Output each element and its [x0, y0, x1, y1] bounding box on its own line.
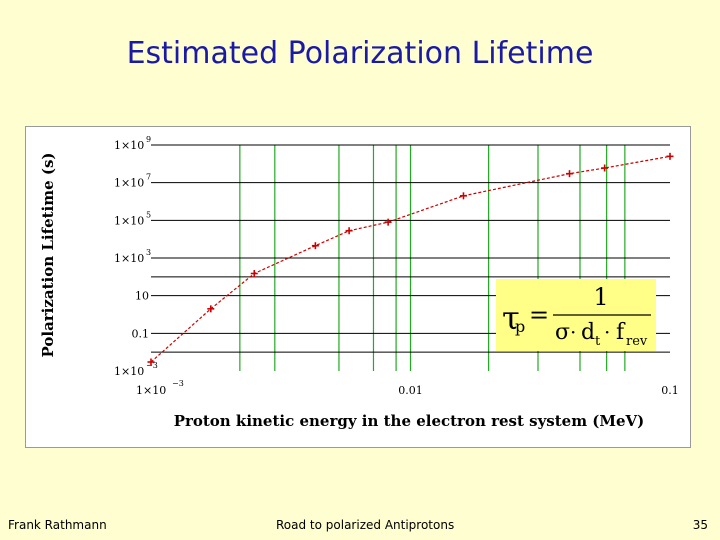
formula-f-subscript: rev — [626, 334, 648, 349]
y-tick-label-3: 1×10 — [114, 252, 144, 265]
author-name: Frank Rathmann — [8, 518, 107, 532]
y-tick-exponent-4: 5 — [146, 210, 151, 219]
data-point-9 — [666, 152, 674, 160]
formula-dot-1: · — [570, 320, 576, 344]
y-tick-exponent-0: −3 — [146, 361, 158, 370]
formula-dot-2: · — [604, 320, 610, 344]
formula-f: f — [616, 320, 626, 345]
formula-numerator: 1 — [593, 283, 608, 311]
x-tick-labels: 1×10 −3 0.01 0.1 — [136, 379, 679, 397]
y-tick-exponent-3: 3 — [146, 248, 151, 257]
series-line-0 — [150, 155, 671, 363]
data-point-4 — [345, 227, 353, 235]
data-point-7 — [566, 170, 574, 178]
series-layer — [147, 152, 674, 366]
formula-d: d — [581, 320, 595, 345]
formula-d-subscript: t — [595, 334, 601, 349]
y-axis-label: Polarization Lifetime (s) — [39, 152, 57, 357]
y-tick-label-5: 1×10 — [114, 177, 144, 190]
data-point-8 — [601, 164, 609, 172]
formula-sigma: σ — [555, 320, 570, 345]
y-tick-label-1: 0.1 — [132, 327, 150, 340]
formula-equals: = — [529, 301, 549, 329]
chart-frame: 1×10 −3 0.1 10 1×10 3 1×10 5 1×10 7 1×10 9 1×10 −3 0.… — [25, 126, 691, 448]
y-tick-exponent-5: 7 — [146, 173, 151, 182]
y-tick-exponent-6: 9 — [146, 135, 151, 144]
slide-title: Estimated Polarization Lifetime — [126, 36, 594, 71]
formula-box: τ p = 1 σ · d t · f rev — [496, 279, 656, 351]
x-axis-label: Proton kinetic energy in the electron re… — [174, 412, 645, 430]
y-tick-label-2: 10 — [135, 290, 149, 303]
y-tick-label-6: 1×10 — [114, 139, 144, 152]
x-tick-label-1: 0.01 — [398, 384, 423, 397]
x-tick-exponent-0: −3 — [172, 379, 184, 388]
data-point-0 — [147, 358, 155, 366]
y-tick-label-4: 1×10 — [114, 214, 144, 227]
x-tick-label-0: 1×10 — [136, 384, 166, 397]
footer-title: Road to polarized Antiprotons — [276, 518, 455, 532]
formula-tau: τ — [502, 299, 520, 337]
y-tick-label-0: 1×10 — [114, 365, 144, 378]
page-number: 35 — [692, 518, 708, 532]
data-point-3 — [311, 242, 319, 250]
data-point-6 — [459, 192, 467, 200]
data-point-2 — [250, 270, 258, 278]
formula-tau-subscript: p — [515, 317, 525, 336]
x-tick-label-2: 0.1 — [661, 384, 679, 397]
data-point-1 — [207, 305, 215, 313]
data-point-5 — [384, 218, 392, 226]
